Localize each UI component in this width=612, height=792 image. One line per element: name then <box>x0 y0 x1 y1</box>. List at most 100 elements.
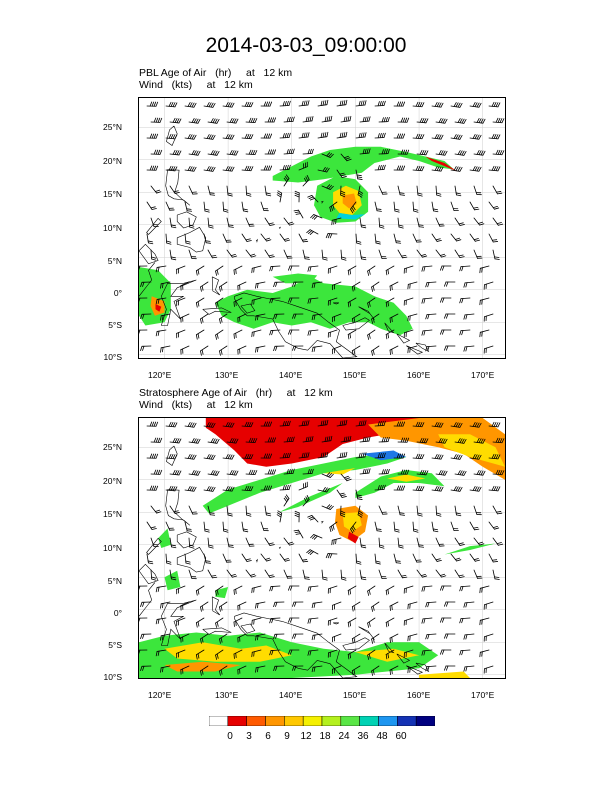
barb-flag <box>387 116 390 123</box>
barb-flag <box>473 206 479 209</box>
barb-shaft <box>146 521 153 530</box>
barb-flag <box>286 117 289 123</box>
coastline-segment <box>211 596 221 616</box>
panel1-ytick-5n: 5°N <box>107 256 122 266</box>
barb-flag <box>461 118 465 124</box>
barb-shaft <box>412 521 415 532</box>
barb-shaft <box>251 265 262 269</box>
barb-shaft <box>340 153 348 162</box>
barb-flag <box>394 528 400 531</box>
barb-flag <box>148 242 154 245</box>
barb-flag <box>254 118 258 124</box>
barb-flag <box>341 576 347 579</box>
barb-flag <box>377 101 380 107</box>
barb-flag <box>295 213 301 215</box>
barb-flag <box>208 102 212 108</box>
barb-flag <box>495 422 499 428</box>
barb-shaft <box>195 329 205 336</box>
panel2-subtitle: Wind (kts) at 12 km <box>139 399 253 411</box>
wind-barb <box>327 329 338 338</box>
barb-flag <box>307 195 313 198</box>
barb-flag <box>381 420 384 427</box>
wind-barb <box>463 665 475 672</box>
barb-flag <box>139 649 141 654</box>
barb-shaft <box>188 217 191 228</box>
wind-barb <box>385 297 395 308</box>
barb-flag <box>476 438 480 443</box>
barb-flag <box>246 240 252 242</box>
barb-flag <box>372 317 375 323</box>
wind-barb <box>403 617 414 626</box>
barb-shaft <box>184 169 195 172</box>
barb-flag <box>168 421 172 427</box>
barb-flag <box>440 649 443 655</box>
wind-barb <box>351 665 361 676</box>
barb-flag <box>497 469 501 475</box>
barb-flag <box>360 546 367 549</box>
wind-barb <box>251 617 262 626</box>
barb-flag <box>368 653 371 659</box>
barb-shaft <box>241 201 244 212</box>
barb-shaft <box>160 281 171 285</box>
barb-flag <box>434 422 438 427</box>
barb-flag <box>186 528 192 530</box>
barb-flag <box>453 422 457 427</box>
panel2-xtick-170e: 170°E <box>471 690 495 700</box>
barb-shaft <box>484 313 494 318</box>
barb-flag <box>404 437 408 443</box>
panel2-ytick-10s: 10°S <box>103 672 122 682</box>
barb-shaft <box>407 281 418 285</box>
wind-barb <box>307 515 319 523</box>
barb-flag <box>306 174 310 180</box>
barb-flag <box>421 330 424 336</box>
barb-flag <box>340 192 346 196</box>
wind-barb <box>336 131 348 139</box>
barb-flag <box>219 638 221 644</box>
wind-barb <box>279 420 291 427</box>
barb-flag <box>227 102 231 108</box>
barb-flag <box>311 666 314 673</box>
barb-flag <box>455 486 459 492</box>
wind-barb <box>283 249 293 259</box>
wind-barb <box>325 233 338 239</box>
wind-barb <box>421 297 433 304</box>
barb-flag <box>364 148 367 154</box>
barb-flag <box>423 330 426 336</box>
barb-shaft <box>412 201 415 212</box>
barb-flag <box>461 330 464 336</box>
barb-flag <box>440 297 443 303</box>
barb-flag <box>309 197 315 201</box>
barb-flag <box>229 117 233 123</box>
barb-flag <box>231 255 238 258</box>
barb-flag <box>251 575 257 578</box>
barb-flag <box>387 269 389 275</box>
barb-flag <box>415 165 419 171</box>
wind-barb <box>269 329 281 336</box>
barb-flag <box>501 118 505 124</box>
barb-flag <box>474 239 481 242</box>
barb-shaft <box>200 633 209 640</box>
coastline-segment <box>320 200 324 204</box>
barb-shaft <box>435 441 446 444</box>
barb-shaft <box>426 313 437 316</box>
wind-barb <box>165 421 178 428</box>
wind-barb <box>347 265 357 276</box>
wind-barb <box>416 149 429 156</box>
barb-flag <box>389 605 391 612</box>
barb-shaft <box>312 345 323 348</box>
barb-flag <box>211 575 217 577</box>
wind-barb <box>374 201 382 212</box>
barb-flag <box>253 331 255 337</box>
wind-barb <box>146 165 159 171</box>
coastline-segment <box>415 662 430 673</box>
barb-shaft <box>283 569 288 579</box>
barb-flag <box>301 239 308 241</box>
barb-shaft <box>473 217 480 226</box>
barb-flag <box>294 211 300 214</box>
barb-flag <box>438 102 442 108</box>
barb-flag <box>250 149 254 155</box>
barb-shaft <box>359 249 362 260</box>
barb-shaft <box>279 192 283 203</box>
barb-flag <box>294 514 300 518</box>
wind-barb <box>222 486 235 492</box>
